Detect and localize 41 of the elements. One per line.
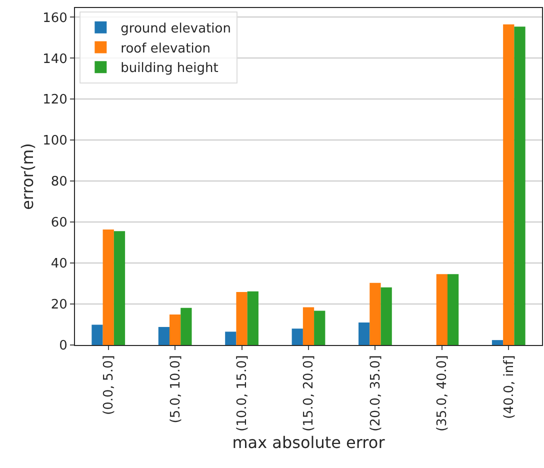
x-tick-label: (40.0, inf] (502, 355, 517, 419)
x-tick-label: (0.0, 5.0] (102, 355, 117, 415)
bar (225, 332, 236, 345)
bar (370, 282, 381, 345)
bar (514, 26, 526, 345)
bar (358, 322, 370, 345)
legend-label: ground elevation (120, 21, 231, 36)
y-axis-title: error(m) (18, 143, 37, 210)
bar (292, 328, 303, 345)
bar (170, 314, 181, 345)
x-tick-label: (10.0, 15.0] (235, 355, 250, 432)
bar (180, 308, 192, 345)
bar (492, 340, 504, 345)
y-tick-label: 100 (42, 134, 68, 149)
y-tick-label: 40 (50, 256, 68, 272)
x-tick-label: (35.0, 40.0] (435, 355, 450, 432)
y-tick-label: 140 (42, 52, 68, 67)
bar (158, 326, 170, 345)
bar (447, 274, 459, 345)
bar (314, 310, 326, 345)
bar (102, 229, 114, 345)
y-tick-label: 60 (50, 216, 68, 231)
x-tick-label: (15.0, 20.0] (302, 355, 317, 432)
x-tick-label: (5.0, 10.0] (168, 355, 184, 424)
y-tick-label: 160 (42, 10, 68, 26)
y-tick-label: 0 (59, 338, 68, 354)
legend-label: building height (120, 61, 218, 76)
bar (247, 291, 258, 345)
y-tick-label: 20 (50, 298, 68, 313)
bar (436, 274, 448, 345)
bar (114, 231, 126, 345)
y-tick-label: 120 (42, 92, 68, 108)
bar (380, 287, 392, 345)
x-tick-label: (20.0, 35.0] (368, 355, 384, 432)
x-axis-title: max absolute error (232, 433, 386, 452)
bar (503, 24, 514, 345)
bar (236, 292, 248, 345)
y-tick-label: 80 (50, 174, 68, 190)
bar (302, 307, 314, 345)
legend-label: roof elevation (120, 41, 211, 56)
bar (92, 324, 103, 345)
